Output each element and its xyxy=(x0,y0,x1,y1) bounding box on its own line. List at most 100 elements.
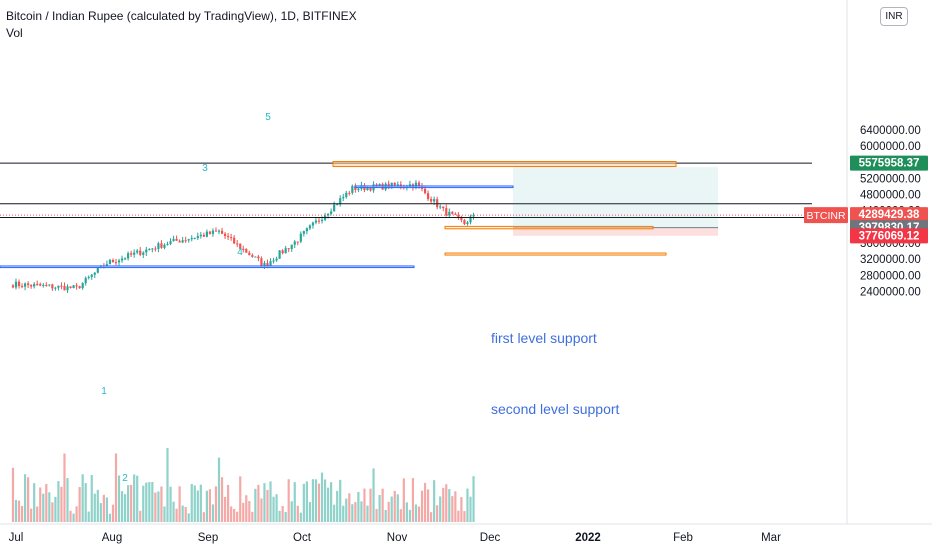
x-tick-label: Oct xyxy=(293,532,312,544)
volume-bar xyxy=(42,493,45,522)
candle-body xyxy=(439,206,442,208)
volume-bar xyxy=(120,491,124,522)
candle-body xyxy=(433,199,436,202)
volume-bar xyxy=(39,487,42,522)
candle-body xyxy=(133,252,136,255)
candle-body xyxy=(220,230,224,234)
volume-bar xyxy=(148,482,151,522)
candle-body xyxy=(117,260,121,263)
volume-bar xyxy=(242,502,245,522)
candle-body xyxy=(251,255,254,257)
volume-bar xyxy=(284,511,287,522)
candle-body xyxy=(320,219,324,221)
volume-bar xyxy=(396,494,399,522)
volume-bar xyxy=(369,488,372,522)
candle-body xyxy=(190,238,193,240)
candle-body xyxy=(290,244,293,250)
candle-body xyxy=(275,258,278,261)
volume-bar xyxy=(66,478,69,522)
volume-bar xyxy=(178,486,181,522)
volume-bar xyxy=(127,485,130,522)
volume-bar xyxy=(105,497,108,522)
volume-bar xyxy=(30,508,33,522)
candle-body xyxy=(430,199,433,202)
volume-bar xyxy=(193,485,196,522)
volume-bar xyxy=(336,490,339,522)
volume-bar xyxy=(163,506,166,522)
candle-body xyxy=(227,236,230,238)
candle-body xyxy=(11,285,15,288)
candle-body xyxy=(175,238,178,241)
candle-body xyxy=(23,283,27,287)
candle-body xyxy=(423,188,427,194)
volume-bar xyxy=(169,486,172,522)
volume-bar xyxy=(317,483,321,522)
chart-background xyxy=(0,0,932,525)
volume-bar xyxy=(260,498,263,522)
volume-bar xyxy=(136,475,139,522)
wave-label-3: 3 xyxy=(202,163,208,174)
volume-bar xyxy=(405,502,408,522)
volume-bar xyxy=(63,453,66,522)
candle-body xyxy=(145,249,148,253)
volume-bar xyxy=(448,489,451,522)
volume-bar xyxy=(439,496,442,522)
candle-body xyxy=(314,220,318,223)
candle-body xyxy=(42,284,45,286)
volume-bar xyxy=(423,482,427,522)
candle-body xyxy=(302,231,305,234)
x-tick-label: Nov xyxy=(387,532,408,544)
candle-body xyxy=(451,211,454,214)
axes: 6400000.00 6000000.00 5200000.00 4800000.00… xyxy=(9,125,928,544)
candle-body xyxy=(151,248,154,250)
volume-bar xyxy=(220,477,224,522)
candle-body xyxy=(263,263,266,266)
candle-body xyxy=(248,252,251,256)
candle-body xyxy=(139,250,142,255)
symbol-tag: BTCINR xyxy=(806,210,846,222)
volume-bar xyxy=(145,482,148,522)
volume-bar xyxy=(266,489,269,522)
support-annotation: second level support xyxy=(491,401,620,417)
candle-body xyxy=(27,283,30,285)
candle-body xyxy=(299,233,302,242)
candle-body xyxy=(330,211,333,214)
volume-bar xyxy=(342,505,345,522)
candle-body xyxy=(369,187,372,191)
volume-bar xyxy=(223,497,227,522)
x-tick-label: 2022 xyxy=(575,532,601,544)
stop-zone xyxy=(513,227,718,236)
volume-bar xyxy=(399,509,402,522)
candle-body xyxy=(454,213,457,215)
volume-bar xyxy=(357,491,360,522)
volume-bar xyxy=(433,480,436,522)
candle-body xyxy=(160,243,163,248)
candle-body xyxy=(266,263,269,266)
candle-body xyxy=(417,182,421,186)
candle-body xyxy=(305,228,308,232)
volume-bar xyxy=(84,483,87,522)
candle-body xyxy=(20,285,24,287)
volume-bar xyxy=(184,506,187,522)
volume-bar xyxy=(290,501,293,522)
volume-bar xyxy=(417,506,421,522)
volume-bar xyxy=(130,484,133,522)
candle-body xyxy=(211,230,215,234)
candle-body xyxy=(436,199,439,208)
candle-body xyxy=(281,250,284,254)
volume-indicator-label[interactable]: Vol xyxy=(6,26,23,40)
currency-button[interactable]: INR xyxy=(880,7,908,26)
candle-body xyxy=(426,193,430,200)
candle-body xyxy=(96,267,99,273)
candle-body xyxy=(57,285,60,288)
volume-bar xyxy=(181,505,184,522)
volume-bar xyxy=(384,510,387,522)
volume-bar xyxy=(269,481,272,522)
candle-body xyxy=(393,182,396,186)
y-tick-label: 2800000.00 xyxy=(860,270,921,282)
volume-bar xyxy=(114,453,118,522)
volume-bar xyxy=(227,484,230,522)
candle-body xyxy=(142,252,145,255)
volume-bar xyxy=(472,476,475,522)
